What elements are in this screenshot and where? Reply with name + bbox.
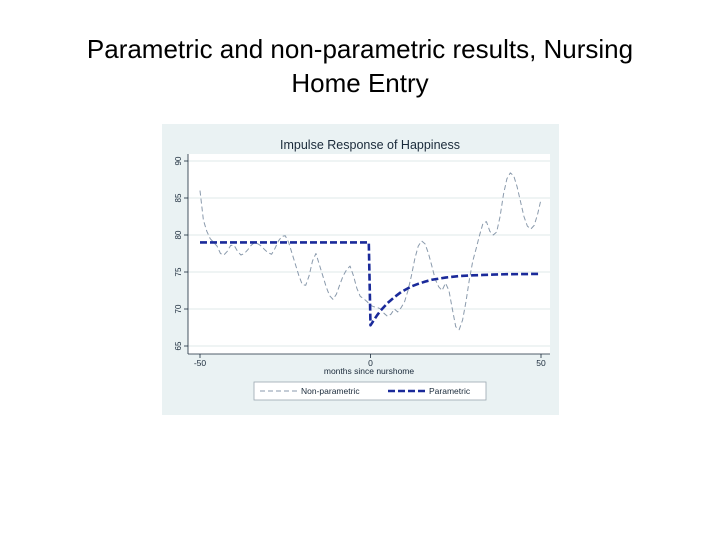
x-tick-label: 0	[368, 358, 373, 368]
y-tick-label: 65	[174, 341, 183, 350]
slide-title: Parametric and non-parametric results, N…	[0, 32, 720, 100]
chart-title: Impulse Response of Happiness	[280, 138, 460, 152]
y-tick-label: 80	[174, 230, 183, 239]
gridlines	[188, 160, 550, 347]
x-tick-label: 50	[536, 358, 546, 368]
slide-title-line-1: Parametric and non-parametric results, N…	[86, 34, 634, 64]
axes: 65 70 75 80 85 90 -50 0 50	[174, 154, 550, 368]
y-tick-label: 90	[174, 156, 183, 165]
slide-title-line-2: Home Entry	[291, 68, 429, 98]
legend: Non-parametric Parametric	[253, 381, 487, 401]
legend-label: Non-parametric	[301, 386, 360, 396]
y-tick-label: 70	[174, 304, 183, 313]
legend-box	[253, 381, 487, 401]
series-line-parametric	[200, 241, 542, 327]
x-axis-label: months since nurshome	[324, 366, 415, 376]
series-layer	[199, 172, 542, 331]
legend-label: Parametric	[429, 386, 471, 396]
y-tick-label: 75	[174, 267, 183, 276]
chart-figure: Impulse Response of Happiness 65 70 75 80 85…	[162, 124, 559, 415]
x-tick-label: -50	[194, 358, 207, 368]
y-tick-label: 85	[174, 193, 183, 202]
chart-svg: Impulse Response of Happiness 65 70 75 80 85…	[162, 124, 559, 415]
